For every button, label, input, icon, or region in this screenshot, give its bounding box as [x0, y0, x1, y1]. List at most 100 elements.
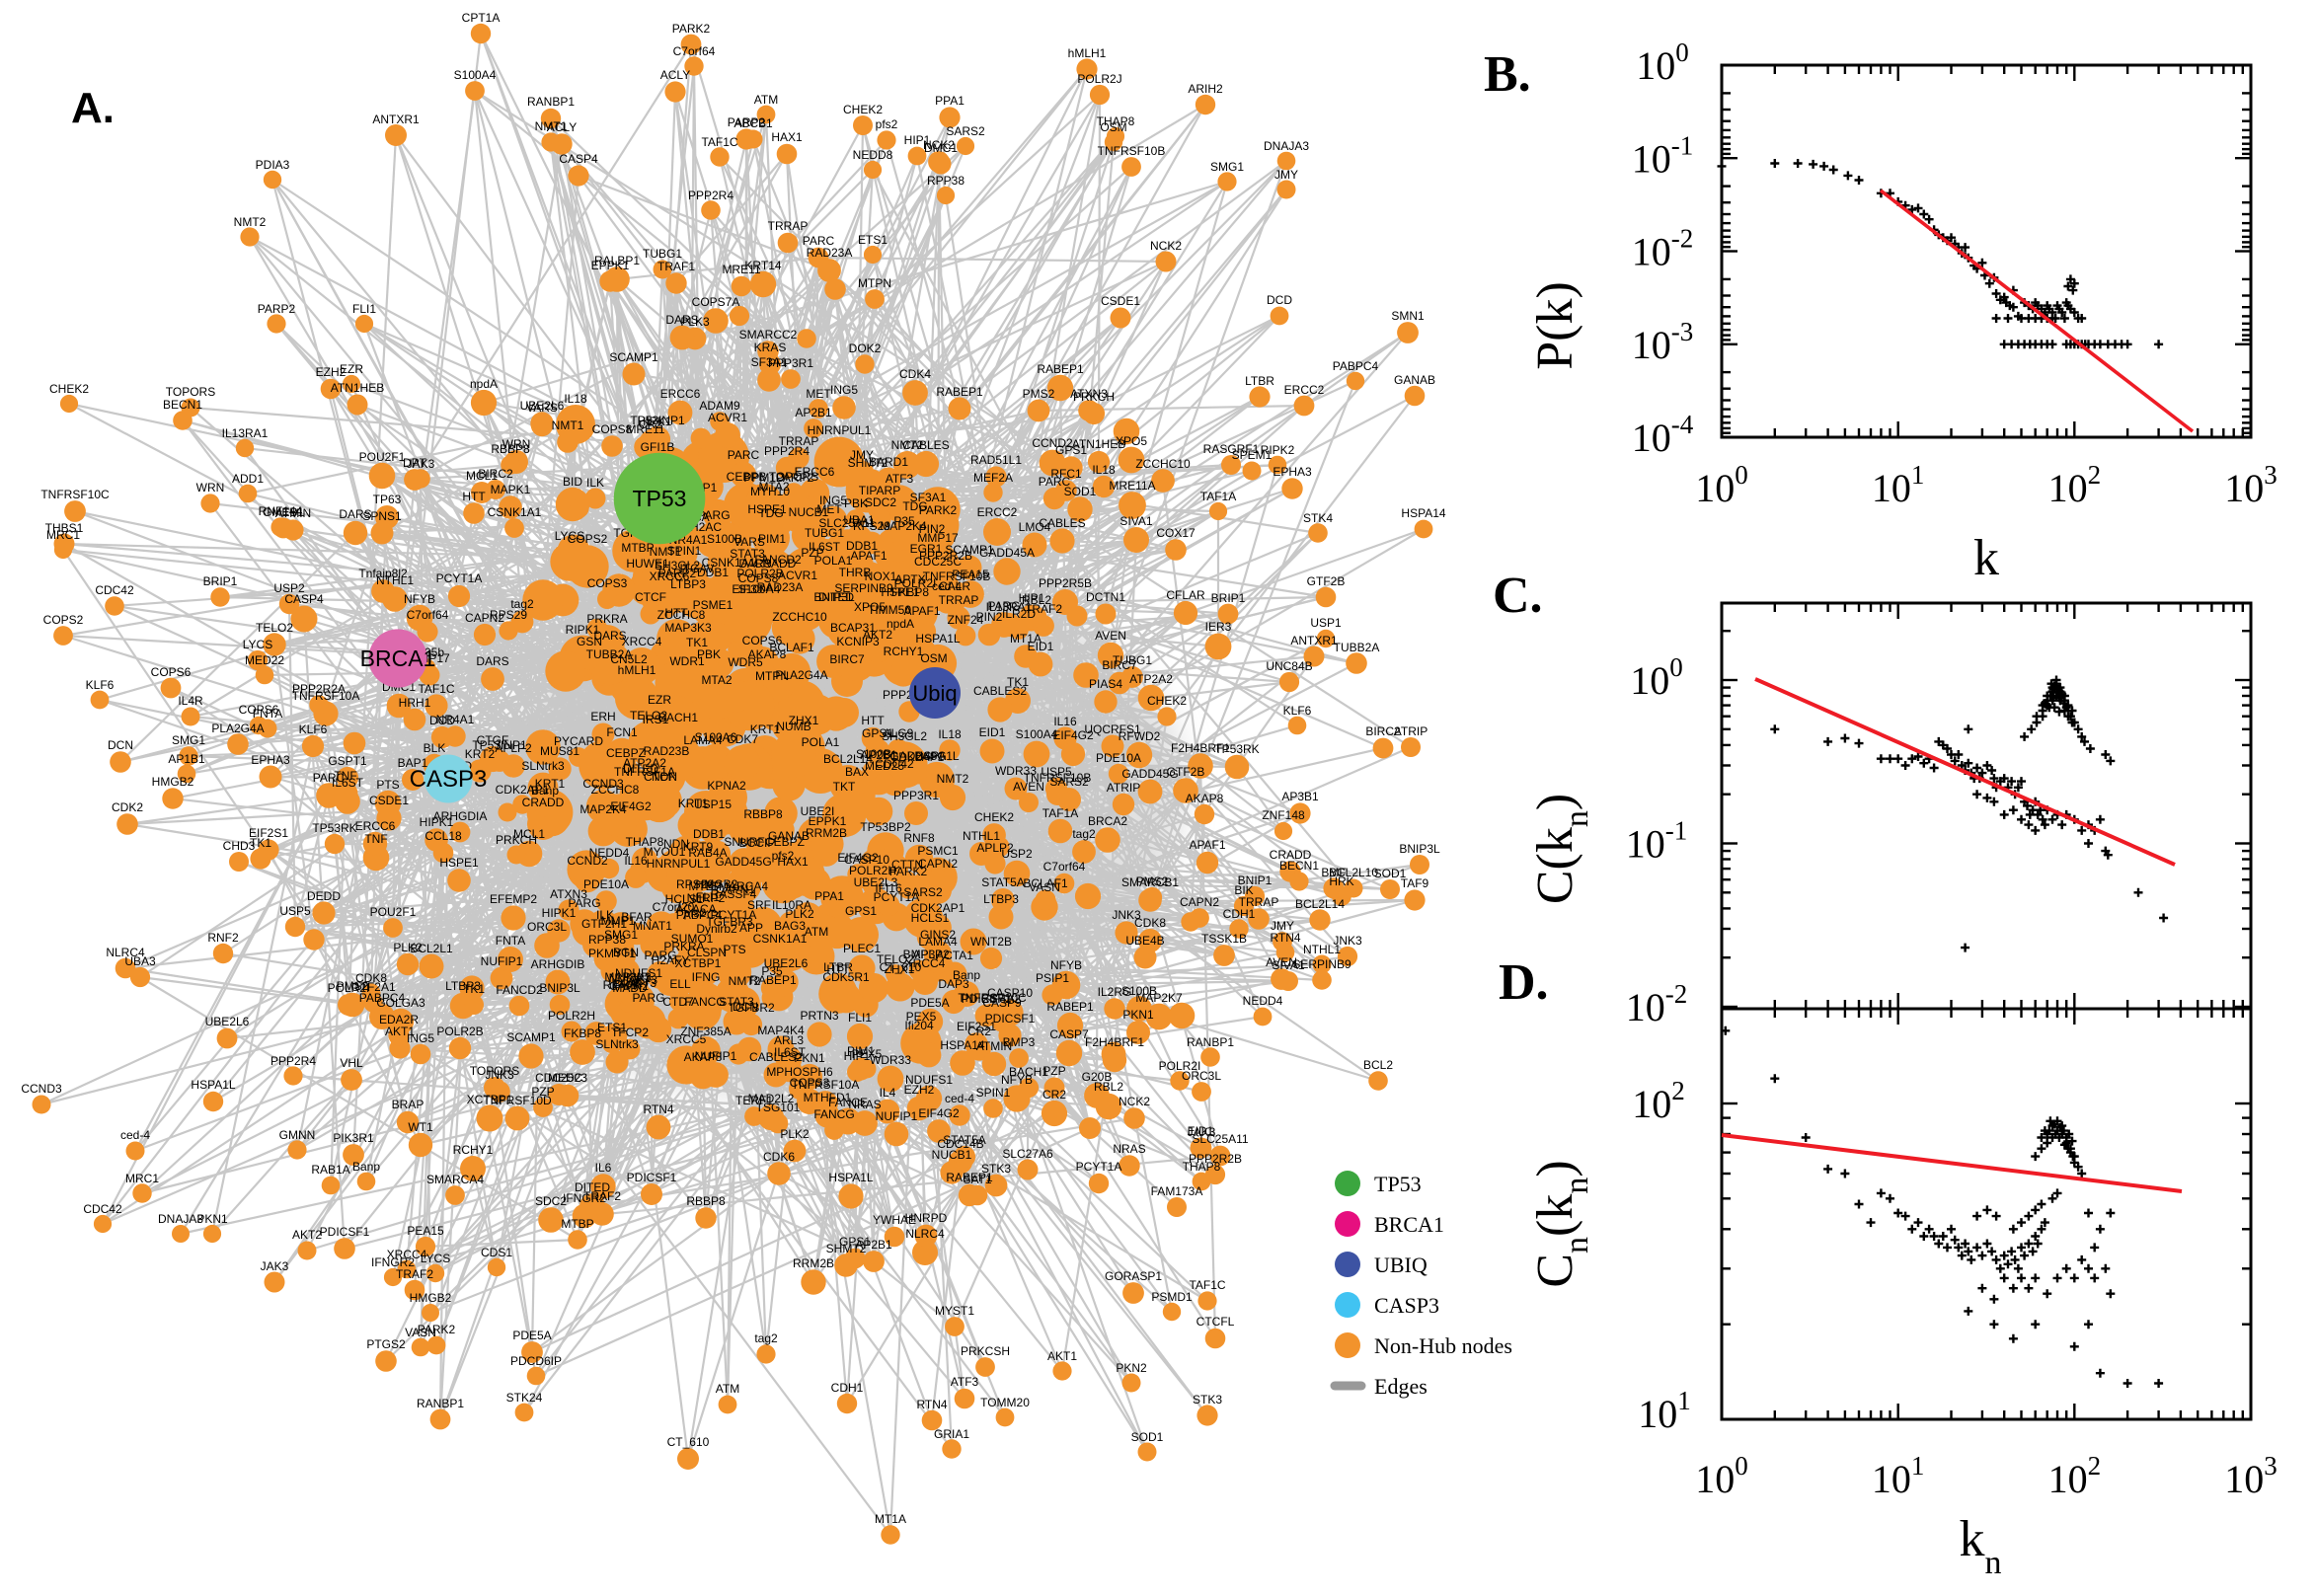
svg-text:RAD23A: RAD23A: [807, 246, 853, 260]
svg-text:BAG3: BAG3: [774, 919, 806, 933]
svg-text:SF3A1: SF3A1: [751, 355, 788, 369]
svg-text:IER3: IER3: [1205, 620, 1232, 634]
svg-text:MED25: MED25: [865, 759, 904, 773]
svg-text:EFEMP2: EFEMP2: [490, 892, 537, 906]
svg-text:BCLAF1: BCLAF1: [1023, 876, 1068, 890]
svg-text:TELO2: TELO2: [256, 621, 293, 635]
svg-text:BRCA2: BRCA2: [1088, 814, 1127, 828]
svg-text:PSMC1: PSMC1: [917, 844, 959, 858]
svg-text:IL18: IL18: [1092, 463, 1116, 477]
svg-text:CTCF: CTCF: [644, 770, 675, 784]
svg-text:POU2F1: POU2F1: [370, 905, 417, 919]
svg-text:FCN1: FCN1: [606, 725, 638, 739]
svg-text:SLNtrk3: SLNtrk3: [521, 759, 565, 773]
svg-text:TK1: TK1: [686, 636, 708, 649]
svg-text:ING5: ING5: [830, 383, 858, 397]
svg-text:GPS1: GPS1: [839, 1235, 871, 1249]
svg-text:NUFIP1: NUFIP1: [481, 954, 523, 968]
svg-text:IL6: IL6: [595, 1161, 612, 1175]
svg-text:TP63: TP63: [373, 493, 402, 506]
svg-text:MAP2K4: MAP2K4: [579, 802, 627, 816]
svg-text:ZCCHC10: ZCCHC10: [1135, 457, 1191, 471]
svg-text:LMO4: LMO4: [1019, 520, 1051, 534]
svg-text:CDK4: CDK4: [899, 367, 931, 381]
svg-text:XCTBP1: XCTBP1: [467, 1093, 513, 1106]
svg-text:MTHFD1: MTHFD1: [804, 1091, 852, 1104]
svg-text:F2H4BRF1: F2H4BRF1: [1085, 1035, 1144, 1049]
svg-text:PKMYT1: PKMYT1: [588, 947, 636, 960]
svg-text:EIF4G2: EIF4G2: [1052, 728, 1094, 742]
svg-text:ATXN3: ATXN3: [550, 887, 587, 901]
svg-text:GSN: GSN: [577, 635, 602, 648]
svg-text:ATP2A2: ATP2A2: [1129, 672, 1173, 686]
svg-text:NFYB: NFYB: [1001, 1073, 1033, 1087]
svg-text:SIVA1: SIVA1: [1119, 514, 1152, 528]
svg-text:tag2: tag2: [1072, 827, 1096, 841]
svg-text:BIRC7: BIRC7: [1102, 658, 1137, 672]
svg-text:C7orf64: C7orf64: [1043, 860, 1086, 874]
svg-text:AVEN: AVEN: [1095, 629, 1126, 643]
svg-text:ERH: ERH: [590, 710, 615, 723]
svg-text:NMT1: NMT1: [552, 418, 584, 432]
svg-text:UBE4B: UBE4B: [1125, 934, 1164, 948]
svg-text:IL4: IL4: [880, 1086, 896, 1100]
svg-text:COPS3: COPS3: [790, 1076, 830, 1090]
svg-text:ILK: ILK: [596, 908, 614, 922]
svg-text:POLA1: POLA1: [802, 735, 840, 749]
svg-text:HSPE1: HSPE1: [747, 502, 787, 516]
svg-text:MAD2L2: MAD2L2: [748, 1092, 795, 1105]
svg-text:HSPE1: HSPE1: [439, 856, 479, 870]
svg-text:ARHGDIB: ARHGDIB: [531, 957, 585, 971]
svg-text:RABEP1: RABEP1: [946, 1171, 993, 1184]
svg-text:JNK3: JNK3: [485, 1068, 514, 1082]
svg-text:MTPN: MTPN: [858, 276, 891, 290]
svg-text:ced-4: ced-4: [945, 1092, 974, 1105]
svg-text:MEF2A: MEF2A: [973, 471, 1013, 485]
svg-text:ALG9: ALG9: [884, 726, 914, 740]
svg-text:RBL2: RBL2: [1094, 1080, 1123, 1094]
svg-text:NFYB: NFYB: [404, 592, 435, 606]
svg-text:BRIP1: BRIP1: [1211, 591, 1246, 605]
svg-text:USP5: USP5: [279, 904, 311, 918]
svg-text:CEBPZ: CEBPZ: [606, 746, 646, 760]
svg-text:KLF6: KLF6: [299, 722, 328, 736]
svg-text:PDE10A: PDE10A: [583, 877, 629, 891]
svg-text:STAT5A: STAT5A: [943, 1133, 986, 1147]
svg-text:RBL2: RBL2: [1022, 593, 1051, 607]
svg-text:EDA2R: EDA2R: [379, 1013, 419, 1026]
svg-text:SCAMP1: SCAMP1: [506, 1030, 556, 1044]
svg-text:APLP2: APLP2: [976, 841, 1014, 855]
svg-text:SOD1: SOD1: [1064, 485, 1097, 498]
svg-text:GOLGA3: GOLGA3: [376, 996, 425, 1010]
svg-text:F2H4BRF1: F2H4BRF1: [1171, 741, 1230, 755]
svg-text:PMS2: PMS2: [1023, 387, 1055, 401]
svg-text:EIF4G2: EIF4G2: [918, 1106, 960, 1120]
svg-text:S100B: S100B: [707, 532, 742, 546]
svg-text:GTF2A1: GTF2A1: [350, 980, 396, 994]
svg-text:HRH1: HRH1: [399, 696, 431, 710]
svg-text:KRT1: KRT1: [678, 797, 709, 810]
svg-text:PKN1: PKN1: [1122, 1008, 1154, 1022]
svg-text:OSM: OSM: [920, 651, 947, 665]
svg-text:S100A4: S100A4: [1016, 727, 1058, 741]
svg-text:PARK2: PARK2: [889, 865, 928, 878]
svg-text:FNTA: FNTA: [496, 934, 525, 948]
svg-text:PDICSF1: PDICSF1: [627, 1171, 677, 1184]
svg-text:PRKRA: PRKRA: [586, 612, 627, 626]
svg-text:APAF1: APAF1: [1189, 838, 1225, 852]
svg-text:CCL18: CCL18: [425, 829, 462, 843]
svg-text:CDK6: CDK6: [763, 1150, 795, 1164]
svg-text:NTHL1: NTHL1: [376, 573, 414, 587]
svg-text:LAMA4: LAMA4: [683, 733, 723, 747]
svg-text:ILK: ILK: [586, 476, 604, 490]
svg-text:SERPINB9: SERPINB9: [834, 581, 893, 595]
svg-text:SCAMP1: SCAMP1: [609, 350, 658, 364]
svg-text:TFCP2: TFCP2: [611, 1026, 649, 1039]
svg-text:RTN4: RTN4: [643, 1102, 673, 1116]
svg-text:RRM2B: RRM2B: [793, 1256, 834, 1270]
svg-text:CTD7: CTD7: [662, 995, 694, 1009]
svg-text:EID1: EID1: [979, 725, 1006, 739]
svg-text:LTBP3: LTBP3: [983, 892, 1019, 906]
svg-text:PLA2G4A: PLA2G4A: [775, 668, 827, 682]
svg-text:ATRIP: ATRIP: [1107, 781, 1140, 795]
